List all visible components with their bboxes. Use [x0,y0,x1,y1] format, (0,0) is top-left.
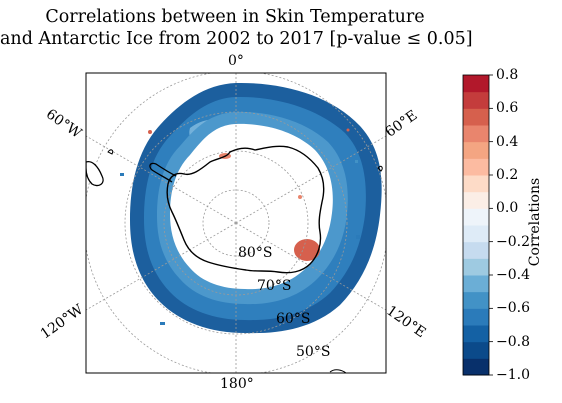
colorbar-segment [463,241,489,259]
longitude-label-0: 0° [228,53,244,69]
colorbar-segment [463,258,489,276]
colorbar-segment [463,75,489,93]
colorbar-tick-label: 0.2 [496,167,519,183]
colorbar-tick-label: −0.6 [496,300,530,316]
colorbar-segment [463,158,489,176]
latitude-label-50s: 50°S [296,344,331,360]
longitude-label-180: 180° [220,376,254,392]
south-america-coastline [86,160,104,187]
colorbar-segment [463,141,489,159]
colorbar-segment [463,208,489,226]
chart-title-line-1: Correlations between in Skin Temperature [45,7,425,27]
colorbar-segment [463,225,489,243]
colorbar-segment [463,191,489,209]
antarctica-coastline [166,145,325,274]
colorbar-segment [463,308,489,326]
colorbar-tick-label: 0.0 [496,200,519,216]
colorbar [463,75,489,376]
colorbar-segment [463,275,489,293]
latitude-label-60s: 60°S [276,311,311,327]
colorbar-segment [463,175,489,193]
colorbar-tick-label: −0.4 [496,267,530,283]
latitude-label-80s: 80°S [238,245,273,261]
positive-correlation-patch [294,239,320,261]
map-plot-area [86,73,386,373]
colorbar-tick-label: 0.4 [496,134,519,150]
colorbar-segment [463,341,489,359]
colorbar-label: Correlations [527,177,543,267]
colorbar-segment [463,91,489,109]
graticule [86,73,386,373]
colorbar-segment [463,125,489,143]
antarctic-peninsula-coastline [149,162,177,183]
colorbar-segment [463,291,489,309]
map-frame [85,72,387,374]
colorbar-segment [463,358,489,376]
colorbar-frame [462,74,490,376]
colorbar-tick-label: −0.2 [496,234,530,250]
colorbar-tick-label: 0.6 [496,100,519,116]
colorbar-segment [463,108,489,126]
colorbar-tick-label: −0.8 [496,334,530,350]
colorbar-segment [463,325,489,343]
colorbar-tick-label: −1.0 [496,367,530,383]
chart-title-line-2: and Antarctic Ice from 2002 to 2017 [p-v… [0,29,473,49]
latitude-label-70s: 70°S [257,278,292,294]
non-significant-area [170,123,333,290]
colorbar-tick-label: 0.8 [496,67,519,83]
